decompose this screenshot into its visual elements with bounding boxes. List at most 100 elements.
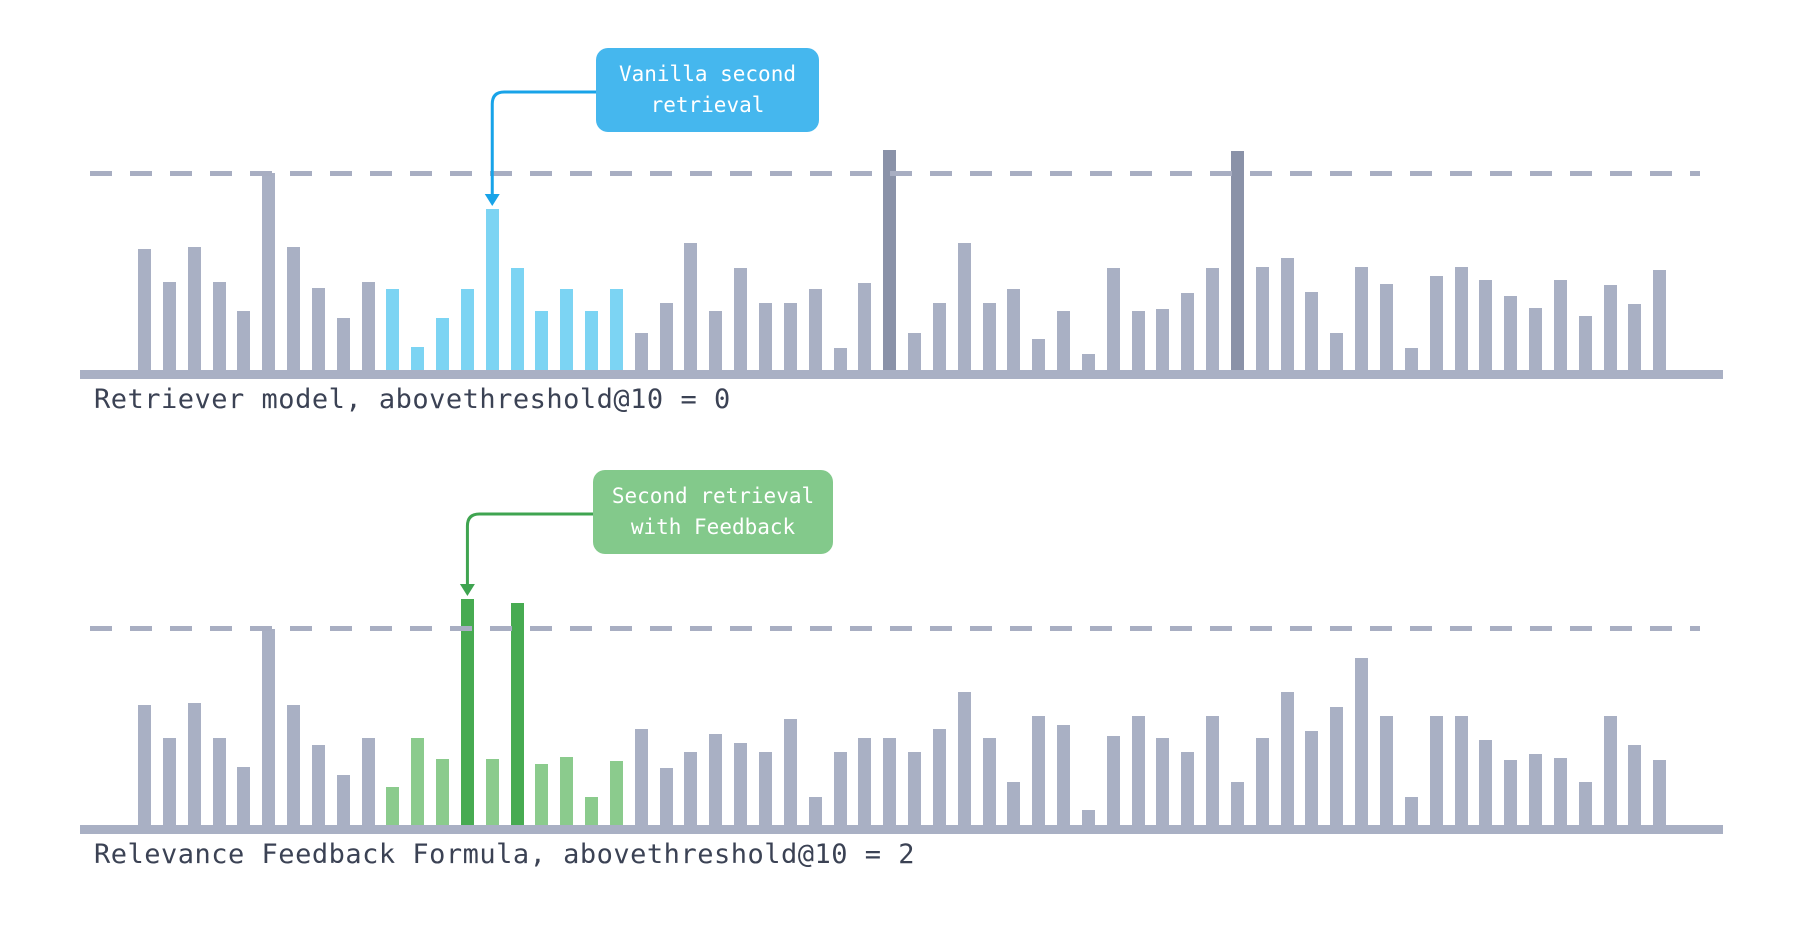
bar-second-retrieval: [560, 757, 573, 825]
bar: [1604, 285, 1617, 370]
bar: [1554, 758, 1567, 825]
bar: [809, 289, 822, 370]
threshold-dashed-line: [90, 171, 1700, 176]
bar-above-threshold: [883, 150, 896, 370]
bar-second-retrieval: [535, 764, 548, 825]
bar: [1305, 731, 1318, 825]
bar: [1405, 797, 1418, 825]
bar-second-retrieval: [386, 787, 399, 825]
bar-second-retrieval: [386, 289, 399, 370]
bar: [362, 738, 375, 825]
bar-above-threshold: [461, 599, 474, 825]
bar-second-retrieval: [411, 738, 424, 825]
bars-container: [80, 585, 1723, 834]
bar: [163, 282, 176, 370]
bar-second-retrieval: [436, 318, 449, 370]
bar: [1206, 268, 1219, 370]
bar: [1007, 782, 1020, 825]
bar: [809, 797, 822, 825]
bar: [759, 752, 772, 825]
bar: [1455, 716, 1468, 825]
bar-second-retrieval: [486, 209, 499, 370]
callout-arrow-line: [465, 512, 593, 585]
bar: [1529, 308, 1542, 370]
bar: [1032, 339, 1045, 370]
bar: [684, 752, 697, 825]
bar: [660, 768, 673, 825]
plot-area: [80, 130, 1723, 379]
bar: [858, 738, 871, 825]
bar: [1504, 296, 1517, 370]
bar: [312, 288, 325, 370]
bar: [1107, 736, 1120, 825]
bar: [784, 303, 797, 370]
bar: [138, 249, 151, 370]
bar: [983, 303, 996, 370]
bar: [1231, 782, 1244, 825]
bar: [1181, 752, 1194, 825]
bar-second-retrieval: [511, 268, 524, 370]
threshold-dashed-line: [90, 626, 1700, 631]
callout-line-1: Second retrieval: [611, 484, 815, 508]
bar: [1156, 738, 1169, 825]
bar: [1653, 760, 1666, 825]
bar: [1380, 284, 1393, 370]
chart-caption: Relevance Feedback Formula, abovethresho…: [94, 839, 916, 870]
bar: [709, 734, 722, 825]
callout-second-retrieval-with-feedback: Second retrieval with Feedback: [593, 470, 833, 554]
bar: [1032, 716, 1045, 825]
bar: [262, 173, 275, 370]
bar: [709, 311, 722, 370]
bar-second-retrieval: [486, 759, 499, 825]
bar: [163, 738, 176, 825]
bar: [1281, 258, 1294, 370]
x-axis-baseline: [80, 825, 1723, 834]
bar-second-retrieval: [436, 759, 449, 825]
bar: [1132, 716, 1145, 825]
bar: [908, 333, 921, 370]
bar: [1380, 716, 1393, 825]
bar: [1206, 716, 1219, 825]
bar: [337, 318, 350, 370]
bar-second-retrieval: [610, 289, 623, 370]
bar: [908, 752, 921, 825]
bar: [635, 333, 648, 370]
chart-relevance-feedback: Second retrieval with Feedback Relevance…: [0, 455, 1807, 910]
bar-second-retrieval: [411, 347, 424, 370]
bar: [337, 775, 350, 825]
bar: [684, 243, 697, 370]
bar: [213, 738, 226, 825]
bar: [1430, 276, 1443, 370]
bar: [1504, 760, 1517, 825]
bar: [237, 311, 250, 370]
x-axis-baseline: [80, 370, 1723, 379]
bar: [312, 745, 325, 825]
bar: [1355, 658, 1368, 825]
callout-line-1: Vanilla second: [618, 62, 796, 86]
bar: [1355, 267, 1368, 370]
bar: [1281, 692, 1294, 825]
bar: [1430, 716, 1443, 825]
chart-retriever-model: Vanilla second retrieval Retriever model…: [0, 0, 1807, 455]
bar: [362, 282, 375, 370]
plot-area: [80, 585, 1723, 834]
bar: [958, 692, 971, 825]
bar: [287, 705, 300, 825]
bar: [1057, 311, 1070, 370]
bar: [1132, 311, 1145, 370]
bar: [734, 268, 747, 370]
bar: [660, 303, 673, 370]
bar: [834, 752, 847, 825]
bar: [1579, 316, 1592, 370]
bar: [734, 743, 747, 825]
bar: [983, 738, 996, 825]
bar-second-retrieval: [585, 797, 598, 825]
bar: [1604, 716, 1617, 825]
bar: [1579, 782, 1592, 825]
bar-second-retrieval: [610, 761, 623, 825]
bar: [1181, 293, 1194, 370]
bar: [1007, 289, 1020, 370]
bar: [138, 705, 151, 825]
bar: [1628, 304, 1641, 370]
